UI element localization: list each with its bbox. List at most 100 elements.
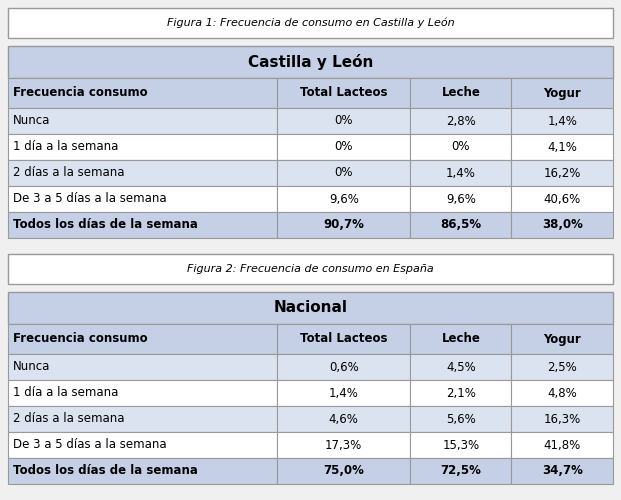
Bar [511, 354, 613, 380]
Bar [8, 324, 277, 354]
Bar [511, 186, 613, 212]
Bar [410, 406, 511, 432]
Bar [8, 380, 277, 406]
Text: Todos los días de la semana: Todos los días de la semana [13, 218, 198, 232]
Text: 1,4%: 1,4% [446, 166, 476, 179]
Text: Nunca: Nunca [13, 360, 50, 374]
Bar [277, 186, 410, 212]
Text: Leche: Leche [442, 332, 480, 345]
Text: Figura 2: Frecuencia de consumo en España: Figura 2: Frecuencia de consumo en Españ… [187, 264, 434, 274]
Text: Total Lacteos: Total Lacteos [300, 332, 388, 345]
Bar [8, 254, 613, 284]
Text: 72,5%: 72,5% [440, 464, 481, 477]
Bar [277, 432, 410, 458]
Bar [8, 354, 277, 380]
Bar [511, 212, 613, 238]
Bar [8, 186, 277, 212]
Text: 1,4%: 1,4% [547, 114, 577, 128]
Bar [511, 432, 613, 458]
Bar [511, 134, 613, 160]
Bar [410, 354, 511, 380]
Text: Figura 1: Frecuencia de consumo en Castilla y León: Figura 1: Frecuencia de consumo en Casti… [166, 18, 455, 28]
Text: 4,8%: 4,8% [547, 386, 577, 400]
Bar [277, 160, 410, 186]
Text: 40,6%: 40,6% [543, 192, 581, 205]
Bar [410, 212, 511, 238]
Bar [511, 78, 613, 108]
Text: 86,5%: 86,5% [440, 218, 481, 232]
Text: 0%: 0% [335, 166, 353, 179]
Bar [511, 380, 613, 406]
Text: 2,1%: 2,1% [446, 386, 476, 400]
Text: 17,3%: 17,3% [325, 438, 363, 452]
Bar [410, 160, 511, 186]
Text: 34,7%: 34,7% [542, 464, 582, 477]
Text: 1,4%: 1,4% [329, 386, 359, 400]
Bar [8, 46, 613, 78]
Text: Yogur: Yogur [543, 86, 581, 100]
Text: 0%: 0% [335, 114, 353, 128]
Text: 16,3%: 16,3% [543, 412, 581, 426]
Text: Leche: Leche [442, 86, 480, 100]
Bar [277, 78, 410, 108]
Bar [410, 324, 511, 354]
Text: 1 día a la semana: 1 día a la semana [13, 140, 119, 153]
Text: Castilla y León: Castilla y León [248, 54, 373, 70]
Bar [277, 354, 410, 380]
Text: Nacional: Nacional [273, 300, 348, 316]
Bar [410, 432, 511, 458]
Bar [511, 108, 613, 134]
Text: De 3 a 5 días a la semana: De 3 a 5 días a la semana [13, 192, 166, 205]
Bar [511, 406, 613, 432]
Text: 16,2%: 16,2% [543, 166, 581, 179]
Bar [8, 134, 277, 160]
Text: 0%: 0% [335, 140, 353, 153]
Bar [277, 324, 410, 354]
Text: Todos los días de la semana: Todos los días de la semana [13, 464, 198, 477]
Text: 9,6%: 9,6% [446, 192, 476, 205]
Text: 1 día a la semana: 1 día a la semana [13, 386, 119, 400]
Bar [410, 458, 511, 484]
Text: Yogur: Yogur [543, 332, 581, 345]
Bar [277, 380, 410, 406]
Bar [410, 108, 511, 134]
Bar [410, 78, 511, 108]
Bar [8, 8, 613, 38]
Text: 15,3%: 15,3% [442, 438, 479, 452]
Text: Total Lacteos: Total Lacteos [300, 86, 388, 100]
Bar [277, 212, 410, 238]
Bar [8, 212, 277, 238]
Text: 75,0%: 75,0% [324, 464, 364, 477]
Text: 90,7%: 90,7% [324, 218, 364, 232]
Bar [410, 380, 511, 406]
Text: 0%: 0% [451, 140, 470, 153]
Bar [277, 108, 410, 134]
Text: 2 días a la semana: 2 días a la semana [13, 166, 124, 179]
Text: 2 días a la semana: 2 días a la semana [13, 412, 124, 426]
Text: 2,8%: 2,8% [446, 114, 476, 128]
Text: Frecuencia consumo: Frecuencia consumo [13, 86, 148, 100]
Text: 9,6%: 9,6% [329, 192, 359, 205]
Bar [8, 458, 277, 484]
Bar [511, 160, 613, 186]
Text: 41,8%: 41,8% [543, 438, 581, 452]
Bar [511, 324, 613, 354]
Bar [277, 458, 410, 484]
Text: De 3 a 5 días a la semana: De 3 a 5 días a la semana [13, 438, 166, 452]
Text: 5,6%: 5,6% [446, 412, 476, 426]
Bar [410, 134, 511, 160]
Bar [511, 458, 613, 484]
Bar [8, 78, 277, 108]
Bar [410, 186, 511, 212]
Text: Frecuencia consumo: Frecuencia consumo [13, 332, 148, 345]
Bar [8, 160, 277, 186]
Text: 2,5%: 2,5% [547, 360, 577, 374]
Bar [8, 292, 613, 324]
Text: 0,6%: 0,6% [329, 360, 359, 374]
Text: 4,6%: 4,6% [329, 412, 359, 426]
Bar [277, 134, 410, 160]
Text: 4,5%: 4,5% [446, 360, 476, 374]
Bar [277, 406, 410, 432]
Text: 4,1%: 4,1% [547, 140, 577, 153]
Bar [8, 108, 277, 134]
